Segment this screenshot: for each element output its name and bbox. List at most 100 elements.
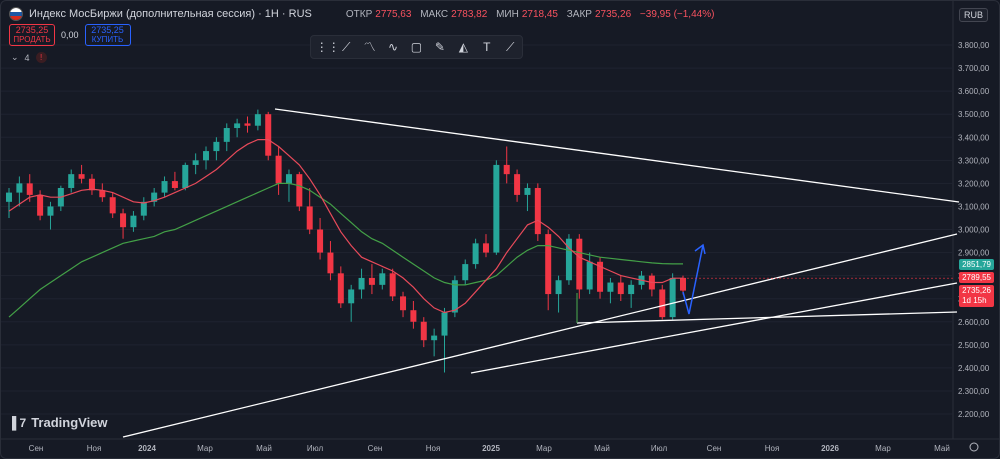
candle-body xyxy=(213,141,220,152)
candle-body xyxy=(203,151,210,161)
x-tick-label: Сен xyxy=(368,444,383,453)
spread-value: 0,00 xyxy=(61,30,79,40)
candle-body xyxy=(472,243,479,265)
drag-handle-icon[interactable]: ⋮⋮ xyxy=(315,40,340,54)
sma-long-line xyxy=(8,182,683,318)
candle-body xyxy=(565,238,572,281)
text-icon[interactable]: T xyxy=(483,40,491,54)
candle-body xyxy=(555,280,562,295)
candle-body xyxy=(607,282,614,292)
candle-body xyxy=(482,243,489,253)
candle-body xyxy=(182,164,189,188)
x-tick-label: Ноя xyxy=(87,444,102,453)
open-value: 2775,63 xyxy=(375,8,412,20)
tradingview-logo[interactable]: ▌7 TradingView xyxy=(12,415,108,430)
candle-body xyxy=(171,181,178,188)
x-tick-label: Июл xyxy=(651,444,668,453)
y-tick-label: 2.200,00 xyxy=(958,410,990,419)
candle-body xyxy=(37,194,44,216)
candle-body xyxy=(451,280,458,313)
currency-button[interactable]: RUB xyxy=(959,8,989,22)
price-label-red: 2789,55 xyxy=(959,272,994,283)
candle-body xyxy=(327,252,334,274)
candle-body xyxy=(493,164,500,253)
candle-body xyxy=(130,215,137,228)
candle-body xyxy=(597,261,604,292)
rectangle-icon[interactable]: ▢ xyxy=(410,40,423,54)
candle-body xyxy=(317,229,324,253)
candle-body xyxy=(88,178,95,191)
candle-body xyxy=(576,238,583,290)
candle-body xyxy=(306,206,313,230)
y-tick-label: 3.600,00 xyxy=(958,87,990,96)
y-tick-label: 2.400,00 xyxy=(958,364,990,373)
candle-body xyxy=(410,310,417,322)
candle-body xyxy=(296,174,303,207)
symbol-title[interactable]: Индекс МосБиржи (дополнительная сессия) … xyxy=(29,8,312,20)
candle-body xyxy=(680,277,686,291)
trendline-icon[interactable]: ⟋ xyxy=(341,40,351,54)
candle-body xyxy=(379,273,386,285)
candle-body xyxy=(348,289,355,304)
ruler-icon[interactable]: ⟋ xyxy=(506,40,515,54)
x-tick-label: Мар xyxy=(875,444,891,453)
y-tick-label: 3.000,00 xyxy=(958,226,990,235)
candle-body xyxy=(534,187,541,235)
candle-body xyxy=(524,187,531,195)
y-tick-label: 3.400,00 xyxy=(958,133,990,142)
buy-button[interactable]: 2735,25 КУПИТЬ xyxy=(84,24,131,46)
candle-body xyxy=(234,123,241,129)
chevron-down-icon: ⌄ xyxy=(11,52,19,62)
path-icon[interactable]: ∿ xyxy=(388,40,399,54)
close-label: ЗАКР xyxy=(566,8,592,20)
x-tick-label: Май xyxy=(256,444,272,453)
candle-body xyxy=(368,277,375,285)
buy-label: КУПИТЬ xyxy=(91,35,124,44)
sell-label: ПРОДАТЬ xyxy=(13,35,51,44)
candle-body xyxy=(337,273,344,304)
sell-price: 2735,25 xyxy=(15,25,49,35)
alert-icon[interactable]: ! xyxy=(35,52,47,63)
polyline-icon[interactable]: 〽 xyxy=(363,40,376,54)
x-tick-label: Мар xyxy=(536,444,552,453)
candle-body xyxy=(400,296,407,311)
candle-body xyxy=(265,114,272,156)
x-tick-label: Ноя xyxy=(426,444,441,453)
x-tick-label: 2024 xyxy=(138,444,156,453)
candle-body xyxy=(389,273,396,297)
x-tick-label: Май xyxy=(594,444,610,453)
settings-icon[interactable] xyxy=(969,442,979,452)
low-value: 2718,45 xyxy=(521,8,558,20)
candle-body xyxy=(545,234,552,295)
candle-body xyxy=(514,174,521,195)
russia-flag-icon xyxy=(9,7,23,21)
candle-body xyxy=(109,197,116,214)
candle-body xyxy=(120,213,127,228)
candle-body xyxy=(6,192,12,202)
trade-panel: 2735,25 ПРОДАТЬ 0,00 2735,25 КУПИТЬ xyxy=(9,24,131,46)
buy-price: 2735,25 xyxy=(91,25,124,35)
change-value: −39,95 (−1,44%) xyxy=(639,8,715,20)
price-label-last: 2735,26 1d 15h xyxy=(959,285,994,307)
y-tick-label: 2.300,00 xyxy=(958,387,990,396)
candle-body xyxy=(192,160,199,165)
fill-icon[interactable]: ◭ xyxy=(458,40,468,54)
candle-body xyxy=(244,123,251,126)
candle-body xyxy=(68,174,75,188)
countdown: 1d 15h xyxy=(962,296,987,305)
candle-body xyxy=(462,264,469,281)
sell-button[interactable]: 2735,25 ПРОДАТЬ xyxy=(9,24,55,46)
drawing-toolbar: ⋮⋮ ⟋ 〽 ∿ ▢ ✎ ◭ T ⟋ xyxy=(310,35,523,59)
candle-body xyxy=(659,289,666,318)
indicator-count: 4 xyxy=(24,52,30,63)
indicators-toggle[interactable]: ⌄ 4 ! xyxy=(11,52,47,63)
brush-icon[interactable]: ✎ xyxy=(434,40,445,54)
candle-body xyxy=(47,206,54,216)
x-tick-label: 2025 xyxy=(482,444,500,453)
chart-header: Индекс МосБиржи (дополнительная сессия) … xyxy=(9,6,720,22)
y-tick-label: 3.300,00 xyxy=(958,156,990,165)
projection-arrow xyxy=(682,244,704,315)
logo-text: TradingView xyxy=(31,415,108,430)
candle-body xyxy=(275,155,282,184)
